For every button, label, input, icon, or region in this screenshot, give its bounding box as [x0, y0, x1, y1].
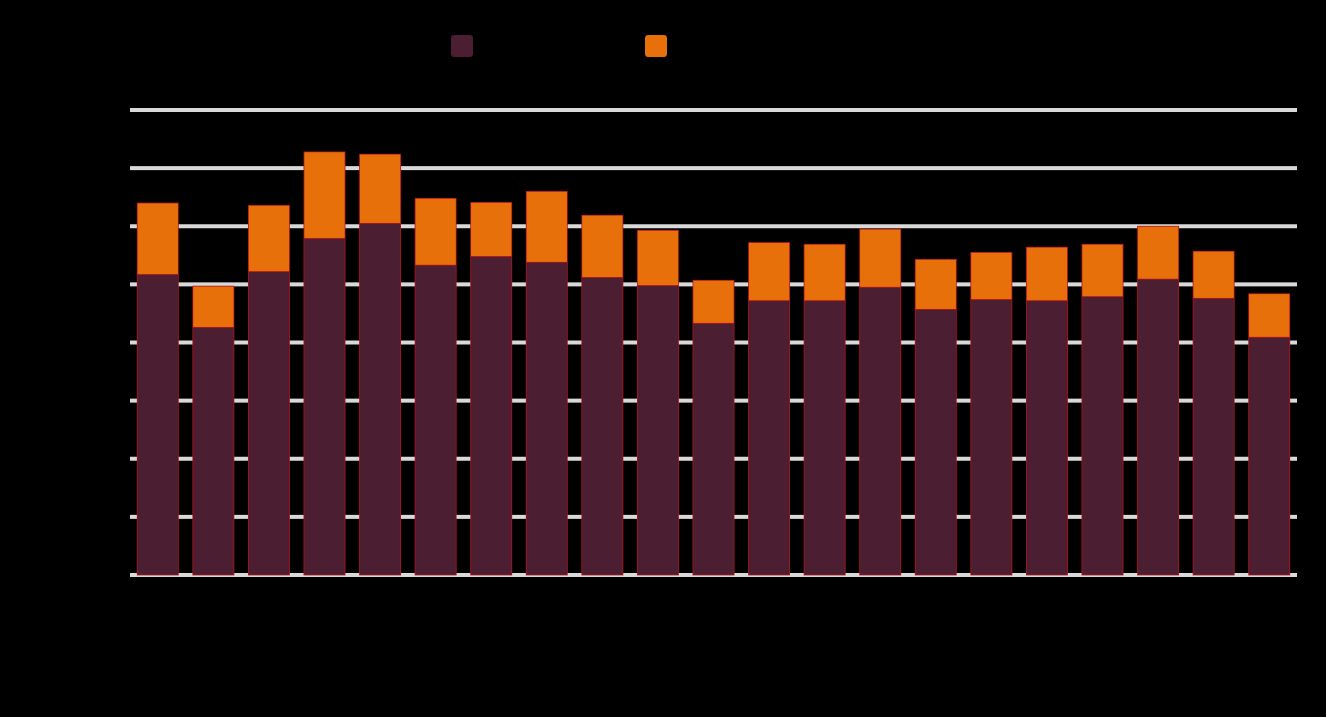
bar-segment [359, 222, 402, 576]
bar-segment [525, 190, 568, 263]
bar-segment [470, 256, 513, 576]
bar-segment [859, 228, 902, 288]
bar-segment [192, 285, 235, 328]
bar-segment [1025, 246, 1068, 302]
bar-segment [414, 264, 457, 576]
bar-segment [803, 243, 846, 302]
bar-segment [970, 299, 1013, 576]
bar-segment [359, 153, 402, 224]
bar-segment [748, 300, 791, 576]
bar-segment [1192, 297, 1235, 576]
bar-segment [692, 322, 735, 576]
bar-segment [970, 252, 1013, 300]
bar-segment [303, 151, 346, 239]
bar-segment [1248, 336, 1291, 576]
bar-segment [859, 286, 902, 576]
bar-segment [636, 229, 679, 286]
bar-segment [1025, 300, 1068, 576]
bar-segment [414, 197, 457, 266]
legend-swatch [645, 35, 667, 57]
bar-segment [470, 202, 513, 257]
bar-segment [636, 285, 679, 576]
bar-segment [136, 202, 179, 275]
bar-segment [914, 308, 957, 576]
bar-segment [247, 271, 290, 576]
bar-segment [525, 261, 568, 576]
bar-segment [803, 300, 846, 576]
bar-segment [581, 276, 624, 576]
bar-segment [136, 274, 179, 576]
bar-segment [914, 258, 957, 310]
legend-swatch [451, 35, 473, 57]
bar-segment [692, 279, 735, 324]
bar-segment [1192, 250, 1235, 299]
bar-segment [303, 238, 346, 576]
bar-segment [748, 242, 791, 302]
bar-segment [192, 326, 235, 576]
bar-segment [1081, 296, 1124, 576]
bar-segment [1248, 293, 1291, 338]
bar-segment [247, 204, 290, 272]
bar-segment [581, 214, 624, 278]
bar-segment [1137, 278, 1180, 576]
bar-segment [1137, 225, 1180, 280]
bar-segment [1081, 243, 1124, 297]
